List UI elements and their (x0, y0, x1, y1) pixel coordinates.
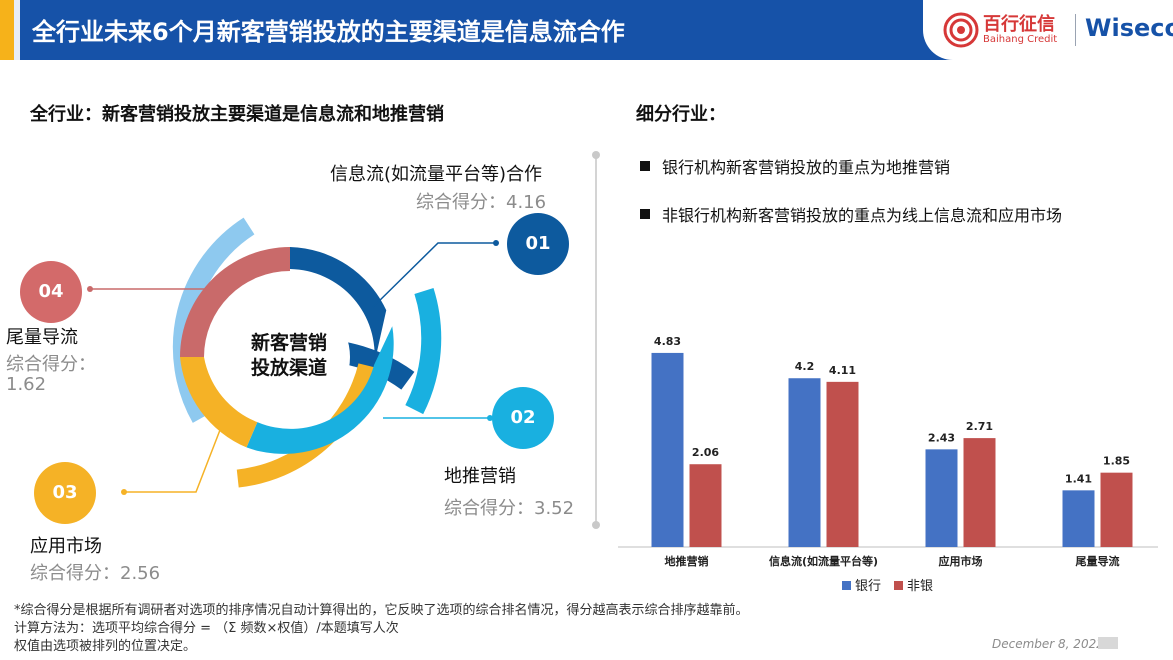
date-label: December 8, 2022 (992, 637, 1104, 651)
logo-cn-text: 百行征信 (983, 14, 1055, 35)
industry-bar-chart: 4.83 2.06 地推营销 4.2 4.11 信息流(如流量平台等) 2.43 2.71 应用… (618, 335, 1158, 594)
bar-nonbank (1100, 472, 1133, 547)
bar-nonbank (689, 464, 722, 547)
legend-swatch-nonbank (894, 581, 903, 590)
donut-center-label: 新客营销 投放渠道 (244, 331, 334, 381)
bar-value-label: 1.85 (1103, 455, 1130, 468)
page-title: 全行业未来6个月新客营销投放的主要渠道是信息流合作 (32, 18, 625, 46)
channel-01-name: 信息流(如流量平台等)合作 (330, 164, 543, 185)
footnote-line-3: 权值由选项被排列的位置决定。 (14, 639, 197, 654)
bar-value-label: 1.41 (1065, 472, 1092, 485)
bar-value-label: 4.11 (829, 364, 856, 377)
bar-bank (925, 449, 958, 547)
legend-swatch-bank (842, 581, 851, 590)
divider-top-dot (592, 151, 600, 159)
x-tick-label: 应用市场 (939, 554, 983, 568)
footnote-line-1: *综合得分是根据所有调研者对选项的排序情况自动计算得出的，它反映了选项的综合排名… (14, 603, 749, 618)
donut-segment-tail (180, 247, 290, 357)
channel-02-name: 地推营销 (444, 466, 516, 487)
bar-nonbank (826, 381, 859, 547)
bar-value-label: 2.71 (966, 420, 993, 433)
bullet-square-icon (640, 209, 650, 219)
connector-04-dot (87, 286, 93, 292)
bar-value-label: 4.2 (795, 360, 815, 373)
connector-03 (124, 429, 221, 493)
logo-separator (1075, 14, 1076, 46)
page-number-placeholder (1098, 637, 1118, 649)
logo-en-text: Baihang Credit (983, 34, 1058, 45)
channel-03-name: 应用市场 (30, 536, 102, 557)
bar-nonbank (963, 438, 996, 547)
channel-03-score: 综合得分：2.56 (30, 563, 161, 584)
bullet-square-icon (640, 161, 650, 171)
bar-bank (788, 378, 821, 547)
outer-arc-cyan (405, 287, 442, 415)
badge-02: 02 (492, 387, 554, 449)
channel-04-name: 尾量导流 (6, 327, 78, 348)
vertical-divider (595, 155, 597, 525)
bullet-text: 银行机构新客营销投放的重点为地推营销 (662, 158, 951, 177)
connector-02-dot (487, 415, 493, 421)
bullet-text: 非银行机构新客营销投放的重点为线上信息流和应用市场 (662, 206, 1063, 225)
x-tick-label: 尾量导流 (1075, 554, 1120, 568)
footnote-line-2: 计算方法为：选项平均综合得分 = （Σ 频数×权值）/本题填写人次 (14, 621, 399, 636)
right-section-title: 细分行业： (636, 104, 726, 125)
baihang-logo-icon (943, 12, 979, 48)
connector-03-dot (121, 489, 127, 495)
channel-ring-diagram (87, 217, 499, 495)
logo-wiseco-text: Wiseco (1085, 14, 1173, 42)
x-tick-label: 信息流(如流量平台等) (769, 554, 878, 568)
donut-segment-info-flow (290, 247, 387, 365)
left-section-title: 全行业：新客营销投放主要渠道是信息流和地推营销 (30, 104, 444, 125)
divider-bottom-dot (592, 521, 600, 529)
brand-logo: 百行征信 Baihang Credit Wiseco (923, 0, 1173, 60)
bar-value-label: 2.43 (928, 431, 955, 444)
header-bar: 全行业未来6个月新客营销投放的主要渠道是信息流合作 百行征信 Baihang C… (0, 0, 1173, 60)
bullet-item: 非银行机构新客营销投放的重点为线上信息流和应用市场 (640, 202, 1062, 226)
bar-value-label: 4.83 (654, 335, 681, 348)
channel-04-score-value: 1.62 (6, 374, 47, 395)
bar-bank (1062, 490, 1095, 547)
bar-bank (651, 352, 684, 547)
legend-label: 非银 (907, 579, 933, 594)
connector-01 (372, 242, 495, 308)
x-tick-label: 地推营销 (665, 554, 709, 568)
donut-center (230, 297, 350, 417)
bullet-item: 银行机构新客营销投放的重点为地推营销 (640, 154, 950, 178)
channel-02-score: 综合得分：3.52 (444, 498, 575, 519)
badge-03: 03 (34, 462, 96, 524)
center-label-line1: 新客营销 (250, 332, 327, 354)
badge-04: 04 (20, 261, 82, 323)
center-label-line2: 投放渠道 (250, 357, 327, 379)
legend-label: 银行 (855, 579, 881, 594)
donut-segment-ground (246, 326, 394, 454)
header-accent-stripe (14, 0, 20, 60)
channel-04-score-label: 综合得分： (6, 354, 96, 375)
connector-01-dot (493, 240, 499, 246)
bar-value-label: 2.06 (692, 446, 719, 459)
badge-01: 01 (507, 213, 569, 275)
donut-segment-appstore (180, 357, 258, 448)
channel-01-score: 综合得分：4.16 (416, 192, 547, 213)
header-accent (0, 0, 14, 60)
